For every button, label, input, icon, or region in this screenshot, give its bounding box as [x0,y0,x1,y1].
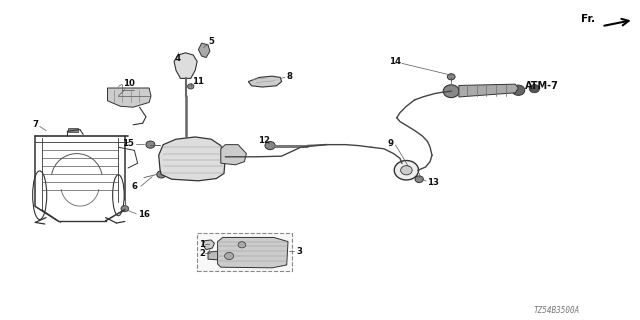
Text: 10: 10 [123,79,135,88]
Ellipse shape [186,151,204,165]
Text: 11: 11 [192,77,204,86]
Polygon shape [218,237,288,268]
Text: 8: 8 [287,72,292,81]
Polygon shape [208,251,221,260]
Ellipse shape [443,85,460,98]
Text: 7: 7 [32,120,38,129]
Polygon shape [203,240,214,250]
Text: 3: 3 [296,247,302,256]
Ellipse shape [401,166,412,175]
Text: 5: 5 [208,37,214,46]
Text: 4: 4 [175,54,181,63]
Ellipse shape [512,85,525,95]
Ellipse shape [238,242,246,248]
Ellipse shape [157,171,166,178]
Text: 12: 12 [258,136,269,145]
Polygon shape [248,76,282,87]
Polygon shape [198,43,210,58]
Text: Fr.: Fr. [581,14,595,24]
Ellipse shape [225,252,234,260]
Ellipse shape [121,205,129,212]
Ellipse shape [529,84,540,93]
Text: 1: 1 [199,240,205,249]
Ellipse shape [447,74,455,80]
Text: 16: 16 [138,210,150,219]
FancyBboxPatch shape [197,233,292,271]
Ellipse shape [188,84,194,89]
Polygon shape [174,53,197,78]
Ellipse shape [176,143,214,174]
Text: 14: 14 [390,57,401,66]
Text: TZ54B3500A: TZ54B3500A [534,306,580,315]
Ellipse shape [265,141,275,150]
Text: 15: 15 [122,140,134,148]
Bar [68,128,78,132]
Ellipse shape [394,161,419,180]
Text: 13: 13 [428,178,440,187]
Polygon shape [221,145,246,165]
Text: 6: 6 [131,182,138,191]
Polygon shape [159,137,225,181]
Polygon shape [108,88,151,107]
Text: 2: 2 [199,249,205,258]
Ellipse shape [146,141,155,148]
Ellipse shape [415,176,424,182]
Polygon shape [459,84,518,97]
Text: ATM-7: ATM-7 [525,81,559,92]
Text: 9: 9 [387,139,394,148]
